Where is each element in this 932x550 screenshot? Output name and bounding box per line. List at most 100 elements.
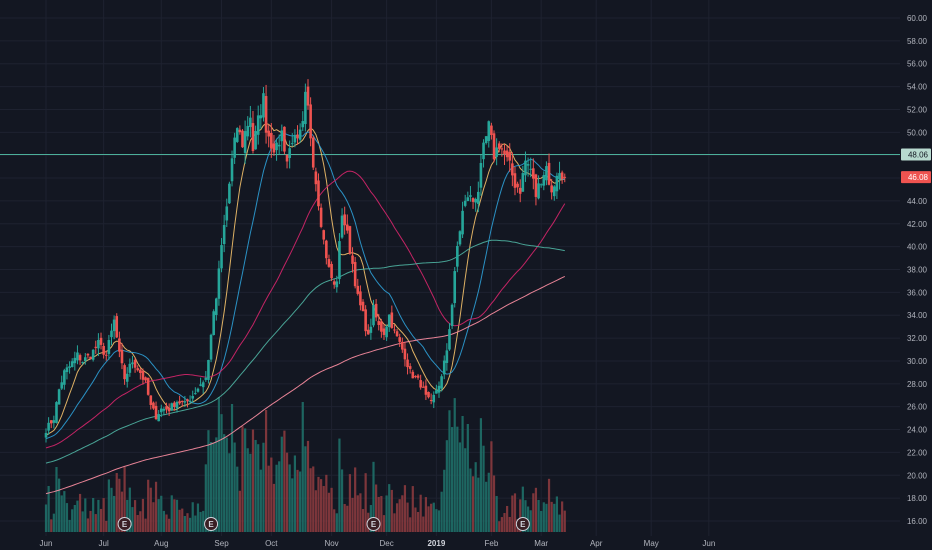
candle-body bbox=[241, 130, 244, 148]
volume-bar bbox=[542, 502, 545, 532]
candle bbox=[466, 191, 470, 202]
volume-bar bbox=[445, 440, 448, 532]
candle-body bbox=[537, 183, 540, 199]
candle-body bbox=[442, 360, 446, 375]
candle-body bbox=[112, 319, 116, 332]
candle bbox=[301, 111, 305, 132]
candle bbox=[453, 267, 457, 308]
candle-body bbox=[293, 134, 297, 143]
candle bbox=[338, 233, 341, 285]
volume-bar bbox=[280, 436, 283, 532]
volume-bar bbox=[233, 442, 236, 532]
time-axis[interactable]: Jun Jul Aug Sep Oct Nov Dec 2019 Feb Mar Apr May Jun bbox=[40, 539, 716, 548]
candle bbox=[146, 377, 150, 396]
candle bbox=[419, 374, 422, 390]
volume-bar bbox=[325, 474, 328, 532]
volume-bar bbox=[330, 487, 333, 532]
volume-bar bbox=[202, 510, 205, 532]
candle bbox=[477, 181, 480, 213]
candle bbox=[435, 384, 438, 394]
volume-bar bbox=[487, 472, 490, 532]
volume-bar bbox=[495, 496, 498, 532]
candle-body bbox=[338, 241, 341, 280]
price-axis[interactable]: 60.0058.0056.0054.0052.0050.0048.0046.00… bbox=[907, 14, 928, 526]
volume-bar bbox=[223, 434, 226, 532]
candle-body bbox=[429, 400, 433, 402]
earnings-marker[interactable]: E bbox=[366, 517, 381, 531]
candle bbox=[461, 201, 464, 239]
candle-body bbox=[230, 158, 234, 182]
volume-bar bbox=[275, 464, 278, 532]
candle bbox=[104, 350, 108, 361]
candle bbox=[526, 157, 530, 177]
candle-body bbox=[149, 395, 153, 405]
candle-body bbox=[139, 369, 142, 373]
candle bbox=[442, 355, 446, 380]
candle bbox=[180, 400, 184, 407]
earnings-marker[interactable]: E bbox=[204, 517, 219, 531]
candle-body bbox=[380, 321, 383, 332]
candle bbox=[456, 241, 459, 273]
candle bbox=[332, 279, 336, 289]
candle bbox=[228, 181, 231, 205]
candle-body bbox=[403, 348, 407, 360]
candle bbox=[366, 324, 370, 335]
candle-body bbox=[306, 86, 310, 106]
candle-body bbox=[49, 420, 53, 424]
candle bbox=[369, 318, 373, 340]
candle bbox=[112, 315, 116, 340]
volume-bar bbox=[372, 461, 375, 532]
volume-bar bbox=[84, 498, 87, 532]
candle-body bbox=[495, 147, 498, 157]
volume-bar bbox=[422, 516, 425, 532]
candle-body bbox=[518, 187, 522, 194]
volume-bar bbox=[317, 476, 320, 532]
earnings-label: E bbox=[371, 520, 377, 529]
candle-body bbox=[545, 166, 548, 181]
volume-bar bbox=[236, 466, 239, 532]
candle-body bbox=[563, 176, 567, 178]
volume-bar bbox=[401, 495, 404, 532]
volume-bar bbox=[212, 442, 215, 532]
volume-bar bbox=[244, 428, 247, 532]
volume-bar bbox=[270, 457, 273, 532]
candle-body bbox=[136, 368, 139, 371]
candle-body bbox=[332, 281, 336, 285]
volume-bar bbox=[178, 509, 181, 532]
candle-body bbox=[424, 385, 428, 395]
volume-bar bbox=[293, 455, 296, 532]
volume-bar bbox=[540, 510, 543, 532]
candle bbox=[215, 297, 218, 321]
candle-body bbox=[57, 389, 61, 405]
candle-body bbox=[351, 255, 354, 264]
candle-body bbox=[395, 331, 399, 337]
candle bbox=[296, 125, 299, 145]
candle-body bbox=[196, 388, 200, 392]
candle-body bbox=[343, 214, 346, 226]
volume-bar bbox=[81, 511, 84, 532]
moving-average-9 bbox=[45, 123, 565, 436]
candle-body bbox=[125, 373, 129, 382]
volume-bar bbox=[249, 453, 252, 532]
candle bbox=[290, 133, 294, 147]
volume-bar bbox=[416, 511, 420, 532]
volume-bar bbox=[73, 504, 76, 532]
candle bbox=[298, 123, 302, 143]
candle bbox=[311, 135, 315, 171]
volume-bar bbox=[333, 509, 336, 532]
earnings-marker[interactable]: E bbox=[117, 517, 132, 531]
candle bbox=[251, 110, 255, 154]
earnings-marker[interactable]: E bbox=[515, 517, 530, 531]
candle-body bbox=[209, 334, 213, 360]
volume-bar bbox=[299, 471, 302, 532]
candle-body bbox=[463, 200, 467, 206]
y-tick-label: 42.00 bbox=[907, 220, 928, 229]
x-tick-label: Mar bbox=[534, 539, 548, 548]
volume-bar bbox=[191, 502, 194, 532]
volume-bar bbox=[196, 503, 200, 532]
candle-body bbox=[385, 326, 388, 338]
candle-body bbox=[511, 163, 514, 176]
candle bbox=[390, 305, 394, 329]
